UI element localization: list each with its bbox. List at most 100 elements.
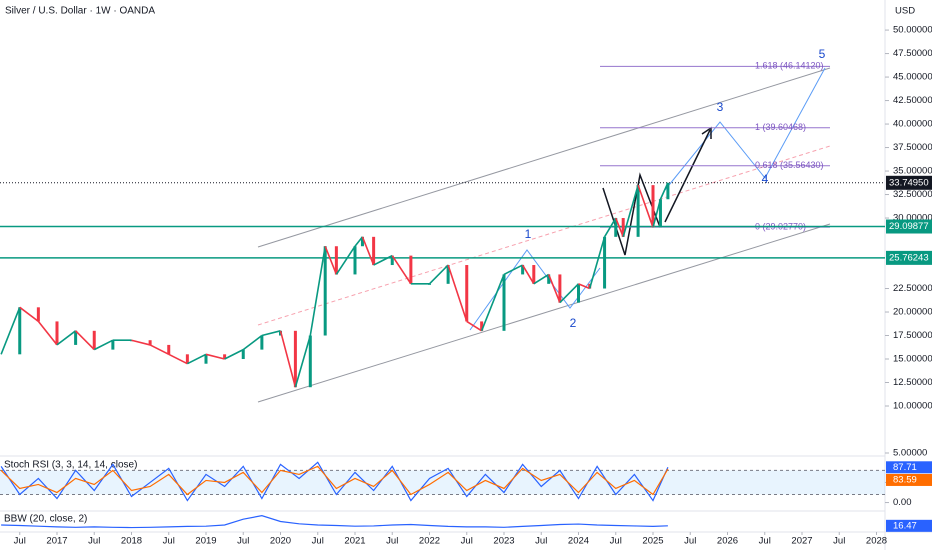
x-tick-label: Jul [684,536,696,547]
y-tick-label: 15.00000 [893,354,932,365]
price-segment [19,306,39,323]
candle [223,354,227,360]
x-tick-label: 2028 [866,536,887,547]
price-segment [533,273,550,285]
x-tick-label: Jul [237,536,249,547]
y-tick-label: 35.00000 [893,166,932,177]
price-segment [466,320,483,332]
candle [241,349,245,360]
candle [92,330,96,350]
value-badge [886,473,932,486]
price-segment [447,264,468,322]
candle [372,236,376,266]
price-segment [637,184,654,228]
candle [353,246,357,275]
price-segment [261,330,281,337]
y-tick-label: 20.00000 [893,307,932,318]
candle [293,330,297,388]
candle [621,218,625,237]
y-tick-label: 32.50000 [893,189,932,200]
y-tick-label: 17.50000 [893,330,932,341]
price-segment [361,236,375,266]
wave-projection [664,67,826,191]
price-segment [559,283,580,304]
arrow [664,129,711,223]
candle [74,330,78,345]
price-segment [391,255,412,285]
x-tick-label: 2021 [344,536,365,547]
value-badge [886,461,932,474]
candle [558,274,562,303]
price-segment [480,274,505,332]
price-segment [187,353,207,365]
x-tick-label: Jul [386,536,398,547]
wave-label: 2 [570,316,577,330]
x-tick-label: 2023 [493,536,514,547]
candle [547,274,551,284]
x-tick-label: 2027 [791,536,812,547]
value-badge-label: 87.71 [893,462,917,473]
price-segment [588,236,606,289]
price-segment [37,320,58,346]
x-tick-label: Jul [535,536,547,547]
x-tick-label: 2018 [121,536,142,547]
candle [480,321,484,331]
level-badge-label: 25.76243 [889,252,929,263]
x-tick-label: Jul [759,536,771,547]
candle [409,255,413,284]
candle [204,354,208,364]
price-segment [622,184,639,238]
candle [260,335,264,350]
wave-label: 4 [762,172,769,186]
price-segment [335,245,356,275]
candle [446,265,450,284]
y-tick-label: 42.50000 [893,95,932,106]
price-segment [205,353,225,360]
candle [521,265,525,275]
x-tick-label: Jul [610,536,622,547]
x-tick-label: 2024 [568,536,589,547]
price-segment [56,330,77,346]
candle [532,265,536,284]
candle [658,199,662,228]
y-tick-label: 30.00000 [893,213,932,224]
fib-label: 1 (39.60468) [755,122,806,132]
price-segment [428,264,449,285]
price-segment [168,353,188,365]
candle [614,218,618,237]
price-segment [93,339,114,351]
candle [636,185,640,237]
wave-label: 5 [819,47,826,61]
y-tick-label: 22.50000 [893,283,932,294]
wave-label: 3 [717,100,724,114]
candle [334,246,338,275]
candle [323,246,327,336]
wave-label: 1 [525,227,532,241]
level-badge [886,250,932,265]
candle [427,283,431,285]
price-segment [503,264,523,276]
price-segment [242,334,263,351]
channel-lower [257,223,831,403]
last-price-label: 33.74950 [889,177,929,188]
line [1,515,668,529]
x-tick-label: Jul [312,536,324,547]
fib-label: 0.618 (35.56430) [755,160,824,170]
candle [111,340,115,350]
x-tick-label: Jul [163,536,175,547]
price-segment [0,307,21,355]
candle [465,265,469,322]
price-segment [279,330,297,388]
x-tick-label: Jul [461,536,473,547]
candle [308,335,312,388]
price-segment [373,254,393,266]
indicator-title: Stoch RSI (3, 3, 14, 14, close) [4,460,137,471]
price-segment [224,348,244,360]
price-segment [149,344,170,356]
channel-mid [257,145,831,326]
price-segment [324,245,338,275]
candle [148,340,152,345]
candle [666,182,670,200]
y-tick-label: 47.50000 [893,48,932,59]
last-price-badge [886,175,932,190]
